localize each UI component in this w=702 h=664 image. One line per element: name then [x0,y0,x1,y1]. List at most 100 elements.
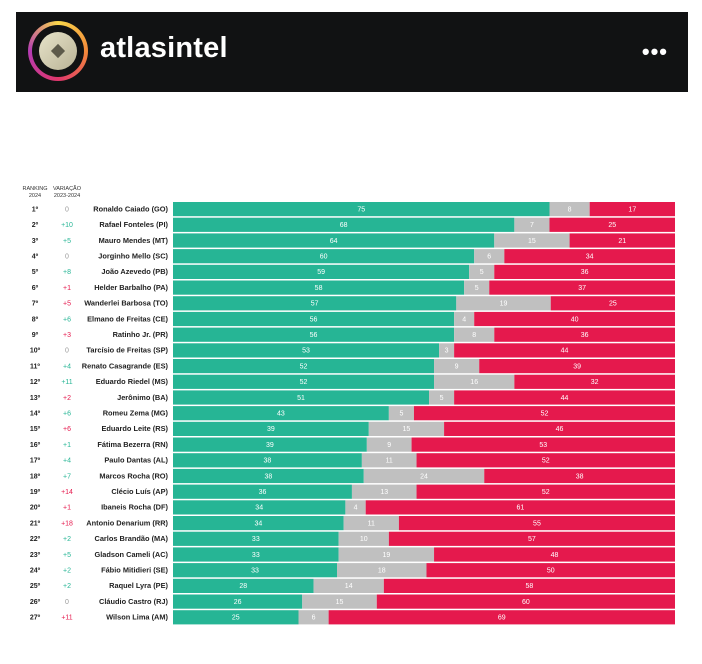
governor-name-label: Wilson Lima (AM) [106,613,168,622]
disapprove-segment [376,594,675,609]
variation-label: +1 [63,285,71,292]
approve-segment [173,563,338,578]
disapprove-segment [489,280,675,295]
governor-name-label: Raquel Lyra (PE) [109,581,168,590]
disapprove-segment [514,374,675,389]
approve-value-label: 34 [254,520,262,527]
variation-label: +11 [61,379,72,386]
approve-value-label: 57 [311,301,319,308]
governor-name-label: Mauro Mendes (MT) [99,236,169,245]
approve-value-label: 33 [251,568,259,575]
rank-label: 11º [30,363,40,370]
governor-name-label: Marcos Rocha (RO) [99,471,168,480]
governor-name-label: Jerônimo (BA) [117,393,168,402]
atlasintel-logo-icon[interactable] [28,21,88,81]
governor-name-label: Ratinho Jr. (PR) [113,330,169,339]
approve-segment [173,578,314,593]
variation-label: 0 [65,206,69,213]
disapprove-segment [484,468,675,484]
variation-label: 0 [65,348,69,355]
governor-name-label: Romeu Zema (MG) [103,409,169,418]
approve-segment [173,437,367,452]
approve-segment [173,280,465,295]
approve-value-label: 64 [330,238,338,245]
disapprove-value-label: 36 [581,269,589,276]
rank-label: 10º [30,348,41,355]
neutral-value-label: 6 [487,254,491,261]
neutral-value-label: 15 [403,426,411,433]
disapprove-value-label: 58 [526,583,534,590]
rank-label: 12º [30,379,41,386]
approve-segment [173,453,362,468]
disapprove-value-label: 34 [586,254,594,261]
brand-name[interactable]: atlasintel [100,32,228,64]
variation-label: +2 [63,568,71,575]
approve-value-label: 33 [252,552,260,559]
neutral-segment [368,421,445,436]
disapprove-value-label: 40 [571,316,579,323]
neutral-value-label: 14 [345,583,353,590]
neutral-value-label: 8 [472,332,476,339]
ranking-column-header: RANKING 2024 [20,186,50,199]
neutral-value-label: 3 [445,348,449,355]
approve-segment [173,406,389,421]
variation-label: +14 [61,489,73,496]
variation-label: +6 [63,426,71,433]
more-horizontal-icon[interactable]: ••• [641,39,668,64]
governor-name-label: Fábio Mitidieri (SE) [101,566,168,575]
disapprove-value-label: 32 [591,379,599,386]
variation-label: +18 [61,520,73,527]
neutral-segment [474,249,505,264]
rank-label: 1º [32,206,39,213]
neutral-value-label: 19 [500,301,508,308]
rank-label: 18º [30,473,41,480]
neutral-value-label: 11 [386,458,393,465]
variation-label: +2 [63,583,71,590]
approve-segment [173,264,470,279]
variation-label: +2 [63,395,71,402]
approve-value-label: 34 [255,505,263,512]
disapprove-value-label: 57 [528,536,536,543]
approve-segment [173,217,515,232]
governor-name-label: João Azevedo (PB) [101,267,168,276]
neutral-segment [388,406,414,421]
disapprove-value-label: 44 [561,348,569,355]
disapprove-segment [398,516,675,531]
neutral-value-label: 15 [336,599,344,606]
rank-label: 13º [30,395,41,402]
variation-label: +4 [63,363,71,370]
neutral-segment [456,296,551,311]
variation-label: +5 [63,552,71,559]
disapprove-segment [504,249,675,264]
rank-label: 17º [30,458,41,465]
disapprove-segment [454,343,675,358]
neutral-segment [298,610,329,625]
neutral-segment [429,390,455,405]
rank-label: 21º [30,520,41,527]
disapprove-value-label: 37 [578,285,586,292]
disapprove-segment [549,217,675,232]
rank-label: 25º [30,583,41,590]
variation-label: +1 [63,442,71,449]
neutral-segment [454,311,475,327]
profile-header-bar: atlasintel ••• [16,12,688,92]
approve-value-label: 52 [300,363,308,370]
approve-value-label: 68 [340,222,348,229]
disapprove-segment [416,453,675,468]
neutral-segment [434,359,480,374]
disapprove-value-label: 69 [498,615,506,622]
neutral-value-label: 24 [420,473,428,480]
rank-label: 27º [30,615,41,622]
variation-label: 0 [65,254,69,261]
approve-segment [173,610,299,625]
governor-name-label: Paulo Dantas (AL) [104,456,168,465]
rank-label: 6º [32,285,39,292]
rank-label: 15º [30,426,41,433]
neutral-segment [343,516,399,531]
disapprove-value-label: 38 [576,473,584,480]
rank-label: 19º [30,489,41,496]
disapprove-value-label: 17 [628,206,636,213]
approve-value-label: 36 [259,489,267,496]
approve-value-label: 39 [266,442,274,449]
neutral-value-label: 5 [480,269,484,276]
